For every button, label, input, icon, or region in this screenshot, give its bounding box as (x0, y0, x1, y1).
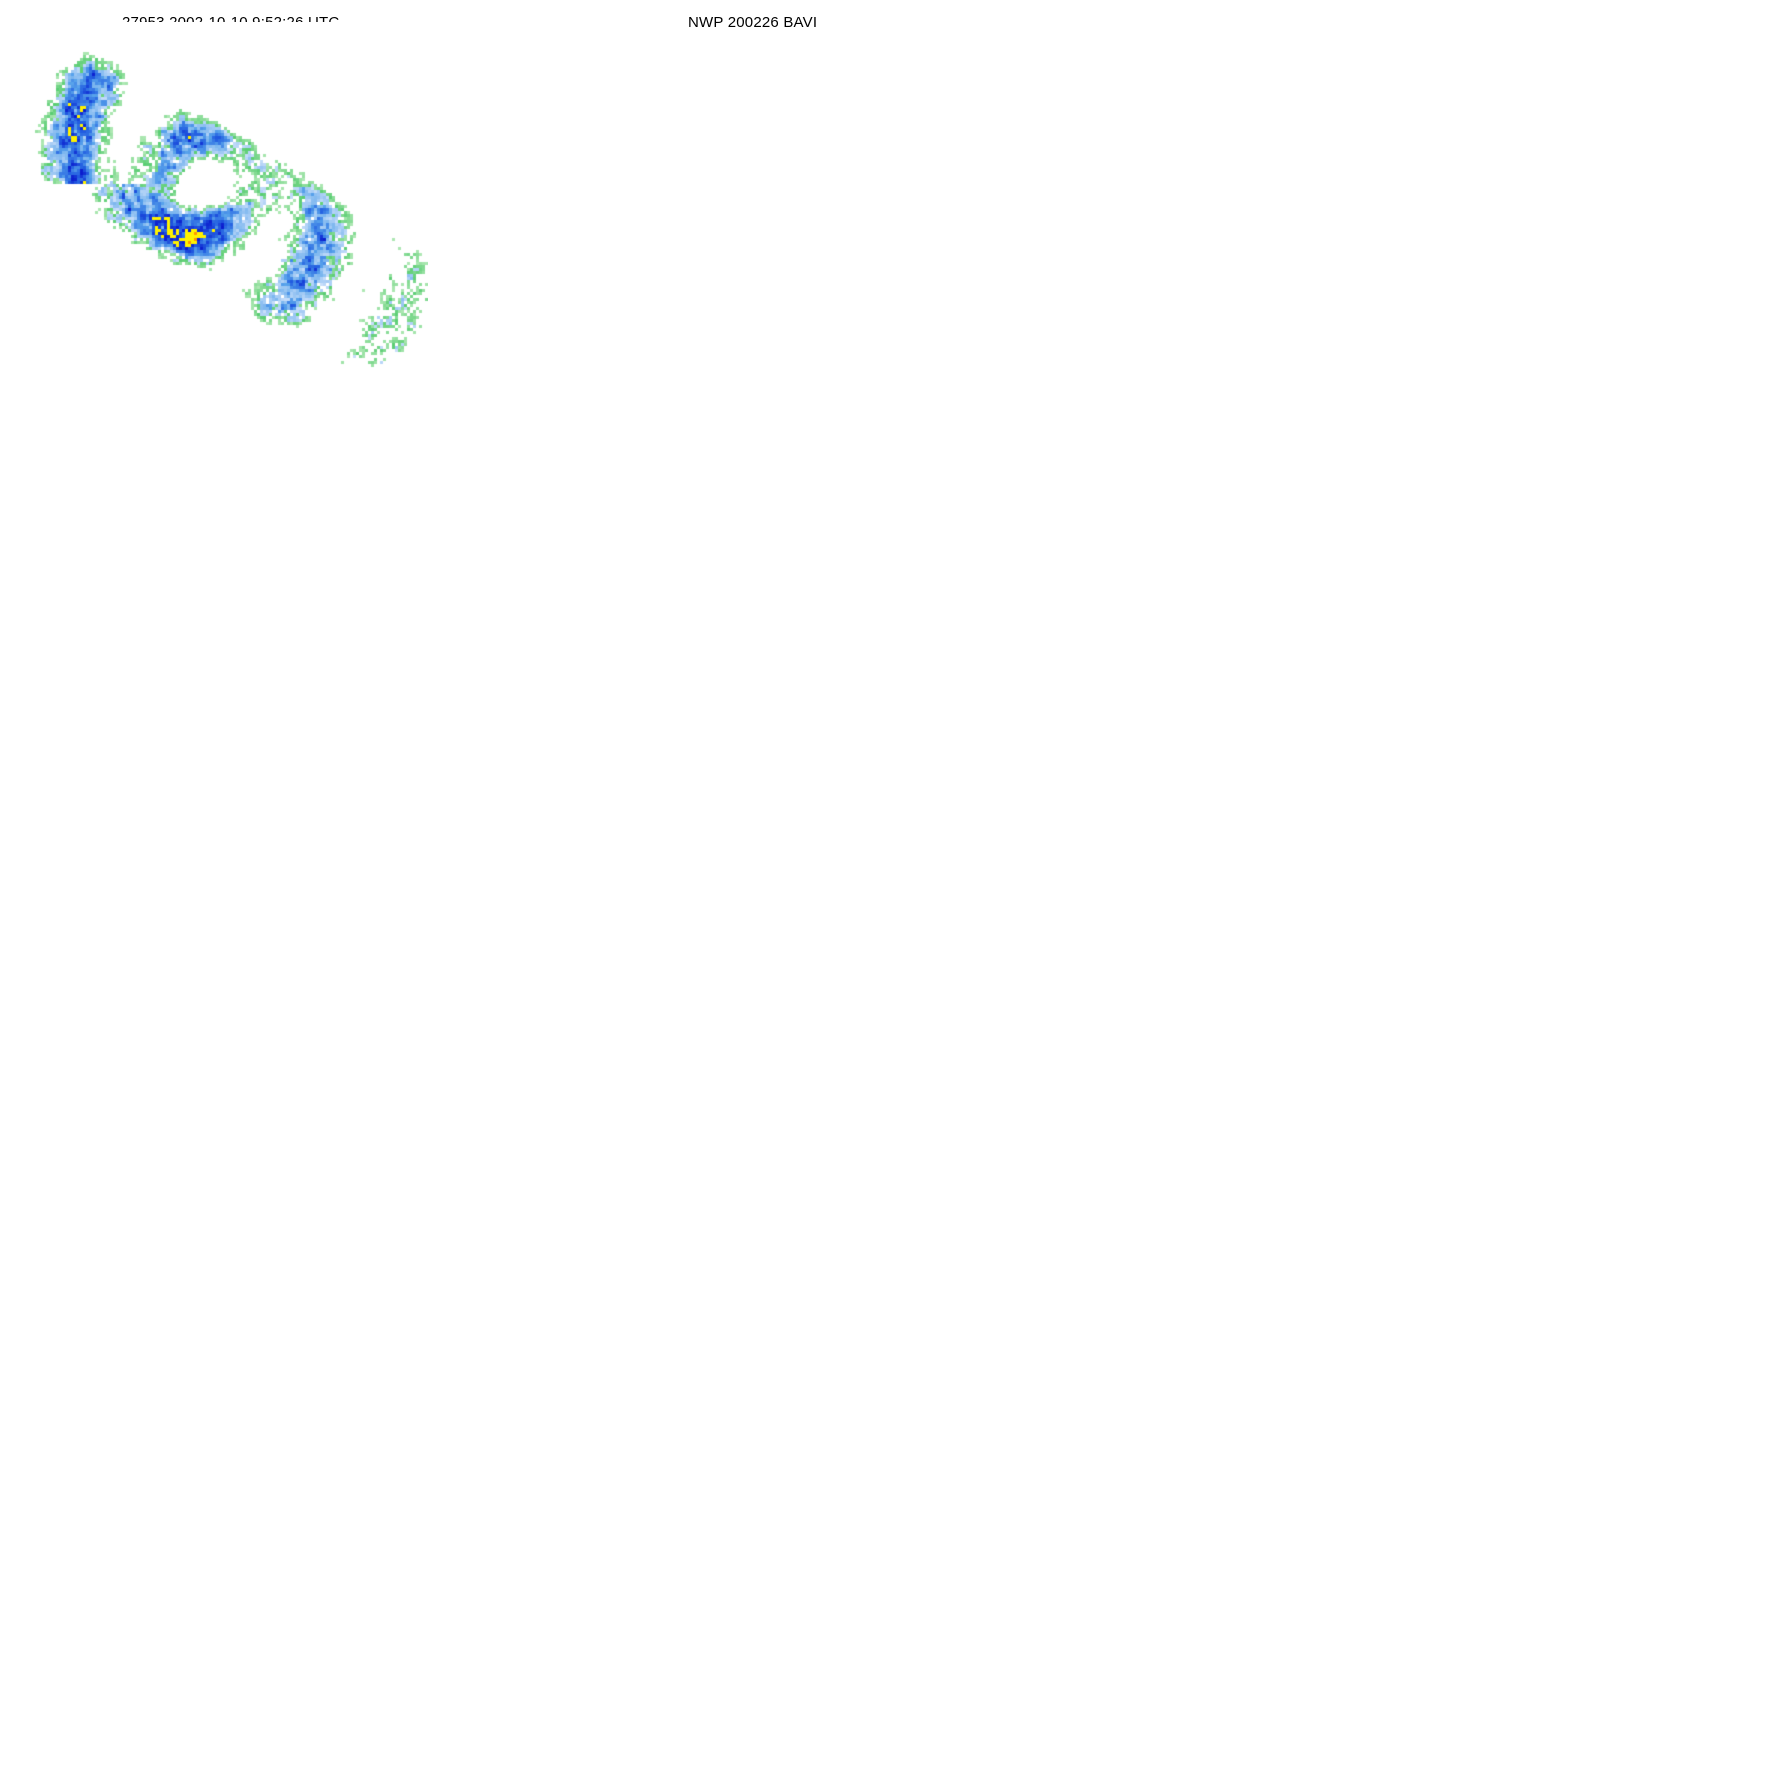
suptitle-mid: NWP 200226 BAVI (688, 14, 818, 31)
plot-area-a[interactable] (8, 22, 428, 477)
panel-a (8, 22, 568, 492)
data-layer-a (8, 22, 428, 477)
